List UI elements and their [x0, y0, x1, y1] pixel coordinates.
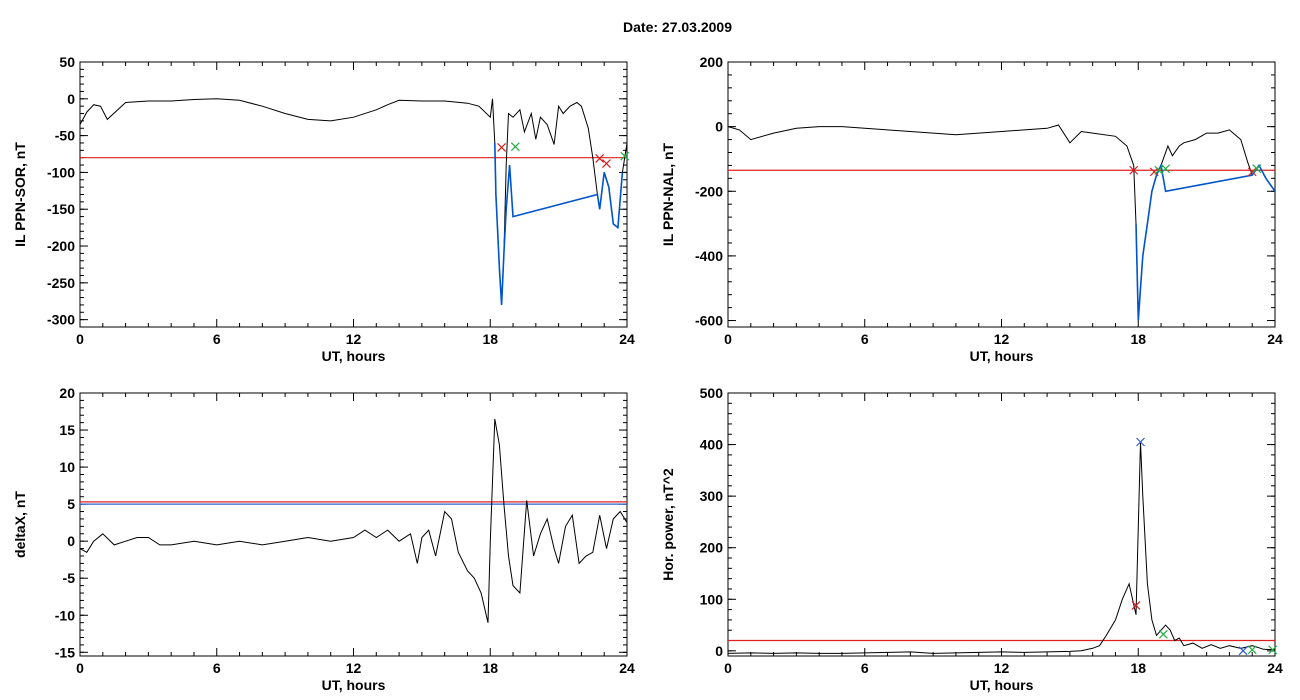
panel-1-series-line: [80, 98, 627, 305]
panel-4-marker: [1247, 645, 1257, 655]
panel-4-ylabel: Hor. power, nT^2: [660, 468, 676, 581]
panel-1-xtick-label: 18: [482, 331, 498, 347]
panel-3-xtick-label: 18: [482, 660, 498, 676]
panel-4-ytick-label: 0: [715, 643, 723, 659]
panel-2-xtick-label: 24: [1267, 331, 1283, 347]
panel-4-marker: [1136, 437, 1145, 447]
panel-3-ylabel: deltaX, nT: [12, 491, 28, 558]
panel-1-ytick-label: -50: [55, 128, 75, 144]
panel-1-xlabel: UT, hours: [322, 348, 386, 364]
panel-1-marker: [497, 142, 507, 152]
panel-2-xtick-label: 18: [1130, 331, 1146, 347]
panel-4-ytick-label: 200: [700, 540, 724, 556]
panel-4-frame: [727, 392, 1276, 657]
panel-1-ylabel: IL PPN-SOR, nT: [12, 142, 28, 247]
panel-3-ytick-label: -5: [63, 570, 76, 586]
panel-1-marker: [595, 154, 605, 163]
panel-3-series-line: [80, 418, 627, 623]
panel-1-xtick-label: 12: [346, 331, 362, 347]
panel-4-xtick-label: 6: [861, 660, 869, 676]
panel-2-marker: [1129, 165, 1139, 175]
panel-3-ytick-label: 15: [59, 422, 75, 438]
panel-4-marker: [1158, 629, 1168, 639]
panel-2-series-line: [728, 124, 1275, 321]
panel-2-frame: [727, 61, 1276, 328]
panel-2-ytick-label: 200: [700, 54, 724, 70]
panel-4-ytick-label: 100: [700, 591, 724, 607]
panel-3-ytick-label: 0: [67, 533, 75, 549]
panel-4-ytick-label: 300: [700, 488, 724, 504]
panel-3-xtick-label: 12: [346, 660, 362, 676]
panel-1-ytick-label: 50: [59, 54, 75, 70]
panel-2-ytick-label: -400: [695, 248, 723, 264]
panel-3-ytick-label: 5: [67, 496, 75, 512]
panel-1-xtick-label: 0: [76, 331, 84, 347]
panel-2-xtick-label: 6: [861, 331, 869, 347]
panel-2-ytick-label: 0: [715, 119, 723, 135]
panel-4-ytick-label: 500: [700, 385, 724, 401]
panel-3-ytick-label: 10: [59, 459, 75, 475]
panel-3-xtick-label: 6: [213, 660, 221, 676]
panel-1-ytick-label: -250: [47, 275, 75, 291]
panel-1-ytick-label: -300: [47, 312, 75, 328]
panel-1-series-line: [494, 142, 624, 305]
panel-2-ytick-label: -200: [695, 183, 723, 199]
panel-2-ylabel: IL PPN-NAL, nT: [660, 142, 676, 246]
panel-3-ytick-label: 20: [59, 385, 75, 401]
panel-1-frame: [79, 61, 628, 328]
panel-4-xlabel: UT, hours: [970, 677, 1034, 693]
panel-2-xtick-label: 0: [724, 331, 732, 347]
panel-4-series-line: [728, 441, 1275, 654]
panel-4-xtick-label: 18: [1130, 660, 1146, 676]
figure-title: Date: 27.03.2009: [623, 19, 732, 35]
panel-3-xtick-label: 24: [619, 660, 635, 676]
panel-1-xtick-label: 6: [213, 331, 221, 347]
panel-2-xtick-label: 12: [994, 331, 1010, 347]
panel-4-marker: [1238, 646, 1248, 656]
panel-2-marker: [1252, 164, 1262, 174]
panel-2-marker: [1247, 167, 1257, 177]
panel-4-xtick-label: 24: [1267, 660, 1283, 676]
panel-2-series-line: [1135, 162, 1275, 321]
panel-4-xtick-label: 12: [994, 660, 1010, 676]
panel-4-xtick-label: 0: [724, 660, 732, 676]
panel-1-ytick-label: -200: [47, 238, 75, 254]
panel-3-xtick-label: 0: [76, 660, 84, 676]
panel-1-ytick-label: -150: [47, 201, 75, 217]
panel-1-marker: [510, 142, 520, 152]
panel-2-marker: [1161, 164, 1171, 174]
panel-3-xlabel: UT, hours: [322, 677, 386, 693]
panel-2-ytick-label: -600: [695, 313, 723, 329]
panel-4-marker: [1131, 601, 1141, 610]
panel-1-xtick-label: 24: [619, 331, 635, 347]
panel-4-ytick-label: 400: [700, 437, 724, 453]
panel-2-xlabel: UT, hours: [970, 348, 1034, 364]
panel-3-ytick-label: -15: [55, 644, 75, 660]
panel-3-ytick-label: -10: [55, 607, 75, 623]
panel-1-marker: [620, 151, 630, 161]
panel-4-marker: [1268, 645, 1278, 655]
panel-1-ytick-label: -100: [47, 164, 75, 180]
panel-1-ytick-label: 0: [67, 91, 75, 107]
panel-2-marker: [1154, 165, 1164, 175]
panel-1-marker: [602, 159, 611, 169]
